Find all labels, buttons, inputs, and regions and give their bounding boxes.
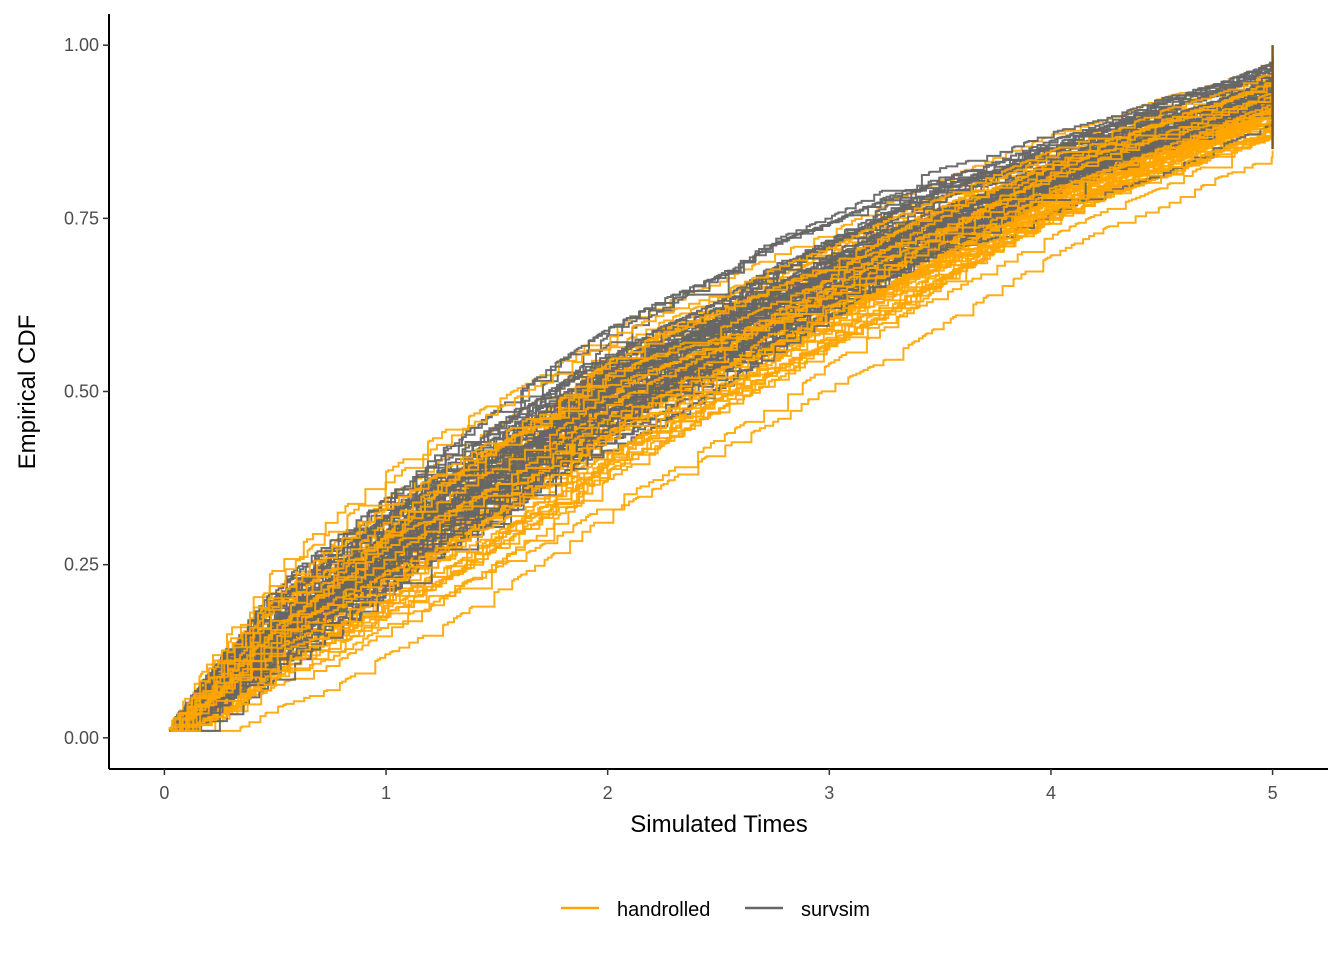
ecdf-curve-handrolled xyxy=(178,79,1274,732)
series-handrolled xyxy=(169,68,1274,732)
y-tick-label: 1.00 xyxy=(64,35,99,55)
x-axis-title: Simulated Times xyxy=(630,811,807,838)
legend-label-handrolled: handrolled xyxy=(617,899,710,921)
ecdf-curve-handrolled xyxy=(180,124,1274,732)
x-axis-ticks: 0 1 2 3 4 5 xyxy=(159,769,1278,803)
ecdf-curve-survsim xyxy=(174,61,1274,732)
ecdf-curve-handrolled xyxy=(175,103,1274,732)
ecdf-curve-handrolled xyxy=(176,107,1274,732)
x-tick-label: 5 xyxy=(1268,783,1278,803)
ecdf-curve-handrolled xyxy=(177,101,1274,732)
ecdf-curve-handrolled xyxy=(181,56,1274,732)
ecdf-curve-handrolled xyxy=(181,104,1274,732)
x-tick-label: 2 xyxy=(603,783,613,803)
y-tick-label: 0.25 xyxy=(64,555,99,575)
legend-label-survsim: survsim xyxy=(801,899,870,921)
ecdf-curve-handrolled xyxy=(184,90,1274,732)
y-tick-label: 0.75 xyxy=(64,208,99,228)
ecdf-curve-handrolled xyxy=(173,129,1274,732)
ecdf-curve-handrolled xyxy=(180,103,1274,732)
x-tick-label: 1 xyxy=(381,783,391,803)
y-tick-label: 0.50 xyxy=(64,382,99,402)
ecdf-curve-handrolled xyxy=(180,105,1274,732)
ecdf-curve-handrolled xyxy=(179,150,1274,732)
legend: handrolled survsim xyxy=(561,899,870,921)
x-tick-label: 4 xyxy=(1046,783,1056,803)
ecdf-curve-handrolled xyxy=(179,130,1274,732)
ecdf-curve-handrolled xyxy=(186,87,1274,732)
y-tick-label: 0.00 xyxy=(64,728,99,748)
y-axis-ticks: 0.00 0.25 0.50 0.75 1.00 xyxy=(64,35,109,748)
ecdf-curve-handrolled xyxy=(169,111,1274,732)
x-tick-label: 3 xyxy=(824,783,834,803)
curves-layer xyxy=(168,45,1274,732)
ecdf-curve-handrolled xyxy=(191,68,1274,732)
ecdf-curve-survsim xyxy=(180,57,1274,732)
x-tick-label: 0 xyxy=(159,783,169,803)
y-axis-title: Empirical CDF xyxy=(14,315,41,470)
ecdf-curve-handrolled xyxy=(189,98,1274,732)
ecdf-curve-handrolled xyxy=(170,77,1274,732)
